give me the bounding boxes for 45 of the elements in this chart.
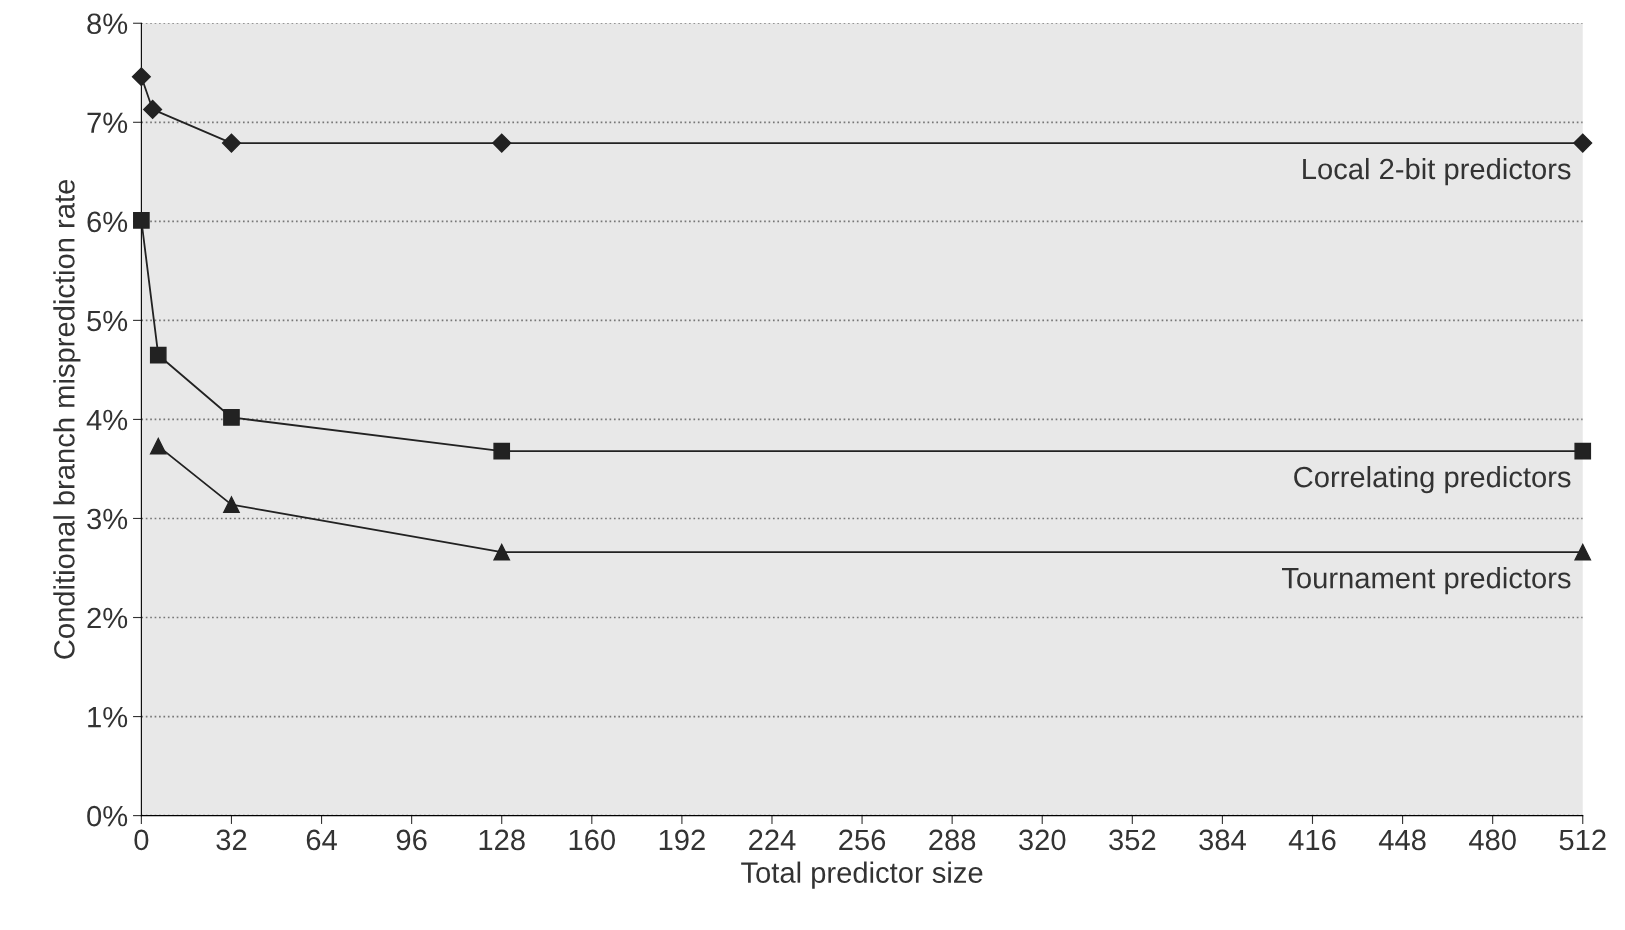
series-label: Correlating predictors <box>1294 465 1571 494</box>
y-axis-title: Conditional branch misprediction rate <box>53 179 81 659</box>
y-tick-label: 6% <box>87 211 128 233</box>
x-tick-label: 64 <box>306 829 337 851</box>
x-tick-label: 160 <box>569 829 615 851</box>
point <box>131 67 151 87</box>
series-label: Local 2-bit predictors <box>1303 157 1571 186</box>
x-tick-label: 288 <box>929 829 976 851</box>
point <box>149 437 167 455</box>
x-tick-label: 512 <box>1559 829 1606 851</box>
point <box>493 442 511 460</box>
point <box>1573 133 1593 153</box>
point <box>149 346 167 364</box>
point <box>221 133 241 153</box>
x-tick-label: 0 <box>134 829 149 851</box>
x-tick-label: 256 <box>839 829 886 851</box>
x-tick-label: 96 <box>396 829 427 851</box>
x-axis-title: Total predictor size <box>741 861 983 889</box>
y-tick-label: 1% <box>88 706 128 728</box>
x-tick-label: 192 <box>659 829 705 851</box>
x-tick-label: 32 <box>216 829 247 851</box>
series-label: Tournament predictors <box>1282 567 1571 595</box>
y-tick-label: 8% <box>87 13 128 35</box>
y-tick-label: 4% <box>86 409 128 431</box>
x-tick-label: 448 <box>1378 829 1426 851</box>
y-tick-label: 7% <box>87 112 128 134</box>
y-tick-label: 5% <box>87 310 128 332</box>
x-tick-label: 480 <box>1469 829 1516 851</box>
x-tick-label: 320 <box>1019 829 1066 851</box>
point <box>492 133 512 153</box>
point <box>133 212 150 229</box>
point <box>1574 543 1592 561</box>
point <box>1574 442 1592 460</box>
x-tick-label: 128 <box>479 829 525 851</box>
x-tick-label: 416 <box>1288 829 1336 851</box>
y-tick-label: 3% <box>87 508 128 530</box>
x-tick-label: 352 <box>1109 829 1156 851</box>
y-tick-label: 2% <box>87 607 128 629</box>
point <box>223 409 240 426</box>
point <box>143 99 163 119</box>
x-tick-label: 384 <box>1199 829 1246 851</box>
point <box>223 496 240 513</box>
point <box>493 543 511 561</box>
x-tick-label: 224 <box>749 829 796 850</box>
y-tick-label: 0% <box>87 805 128 827</box>
